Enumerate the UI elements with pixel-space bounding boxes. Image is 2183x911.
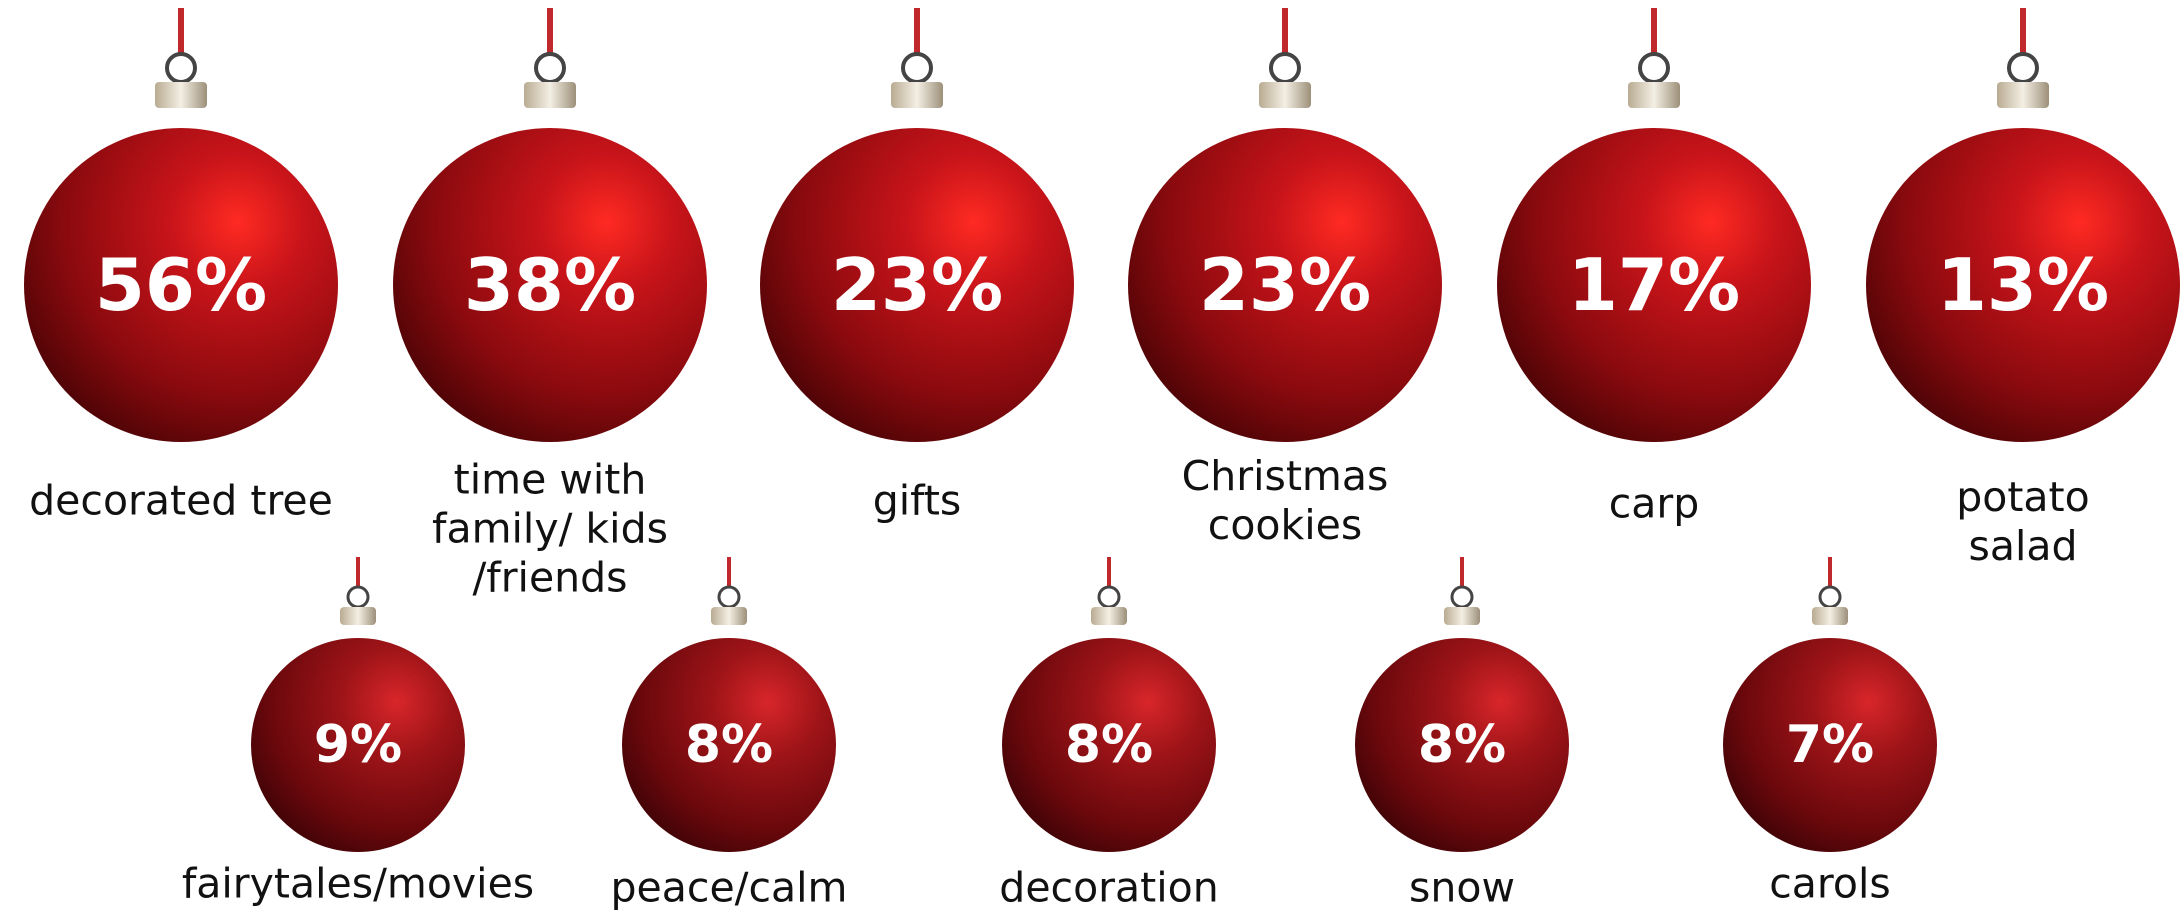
percent: 38%	[464, 243, 636, 327]
cap	[1091, 607, 1127, 625]
percent: 8%	[1418, 715, 1506, 775]
label: Christmas cookies	[1182, 452, 1389, 550]
ornament: 8%	[992, 552, 1226, 862]
percent: 7%	[1786, 715, 1874, 775]
percent: 23%	[831, 243, 1003, 327]
ornament: 23%	[1118, 3, 1452, 452]
ornament: 13%	[1856, 3, 2183, 452]
hook-ring	[1271, 54, 1299, 82]
label: carols	[1769, 860, 1890, 909]
ornament: 38%	[383, 3, 717, 452]
percent: 56%	[95, 243, 267, 327]
cap	[1444, 607, 1480, 625]
hook-ring	[719, 587, 739, 607]
label: potato salad	[1943, 473, 2103, 571]
infographic: 56%decorated tree38%time with family/ ki…	[0, 0, 2183, 911]
hook-ring	[1452, 587, 1472, 607]
label: carp	[1609, 480, 1700, 529]
percent: 9%	[314, 715, 402, 775]
hook-ring	[1820, 587, 1840, 607]
cap	[155, 82, 207, 108]
percent: 8%	[1065, 715, 1153, 775]
percent: 23%	[1199, 243, 1371, 327]
cap	[1812, 607, 1848, 625]
label: fairytales/movies	[182, 860, 534, 909]
ornament: 7%	[1713, 552, 1947, 862]
label: decoration	[999, 864, 1218, 911]
cap	[1628, 82, 1680, 108]
hook-ring	[348, 587, 368, 607]
cap	[891, 82, 943, 108]
hook-ring	[2009, 54, 2037, 82]
ornament: 17%	[1487, 3, 1821, 452]
label: snow	[1409, 864, 1515, 911]
cap	[711, 607, 747, 625]
cap	[340, 607, 376, 625]
percent: 8%	[685, 715, 773, 775]
label: decorated tree	[29, 477, 333, 526]
ornament: 8%	[612, 552, 846, 862]
hook-ring	[1099, 587, 1119, 607]
ornament: 9%	[241, 552, 475, 862]
percent: 13%	[1937, 243, 2109, 327]
ornament: 23%	[750, 3, 1084, 452]
percent: 17%	[1568, 243, 1740, 327]
cap	[524, 82, 576, 108]
hook-ring	[903, 54, 931, 82]
label: peace/calm	[611, 864, 848, 911]
hook-ring	[167, 54, 195, 82]
hook-ring	[536, 54, 564, 82]
ornament: 56%	[14, 3, 348, 452]
cap	[1997, 82, 2049, 108]
cap	[1259, 82, 1311, 108]
ornament: 8%	[1345, 552, 1579, 862]
label: gifts	[873, 477, 962, 526]
hook-ring	[1640, 54, 1668, 82]
